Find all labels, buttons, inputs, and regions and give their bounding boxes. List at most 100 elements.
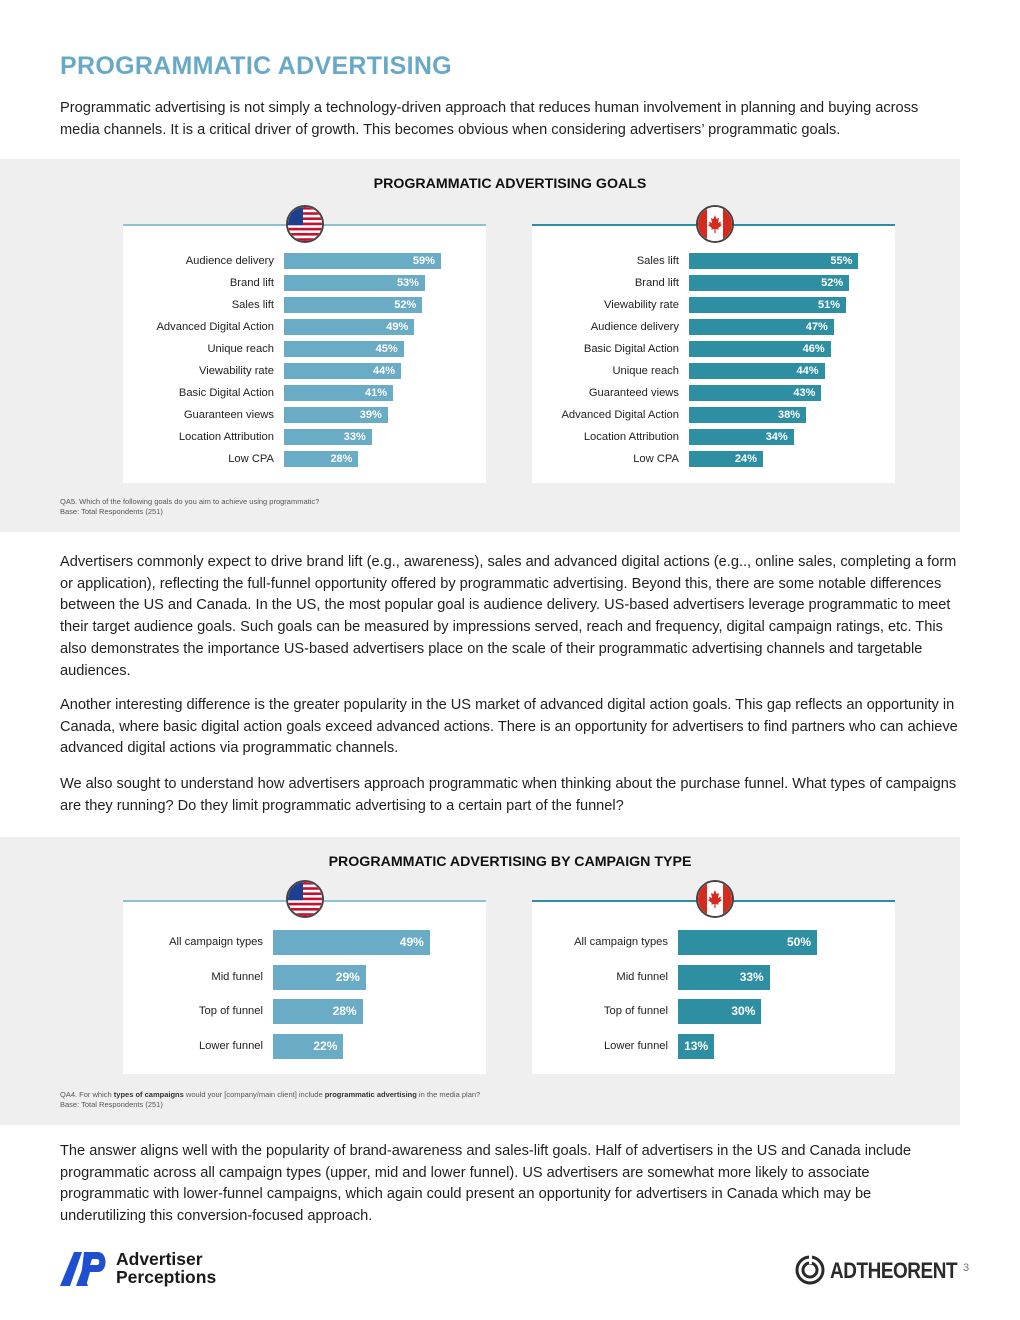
bar-value-label: 52% xyxy=(821,277,844,289)
bar: 24% xyxy=(689,451,763,467)
bar: 28% xyxy=(273,999,363,1024)
bar-label: Unique reach xyxy=(207,342,274,355)
bar-value-label: 33% xyxy=(739,969,764,984)
bar: 33% xyxy=(678,964,770,990)
bar: 46% xyxy=(689,341,831,357)
bar: 43% xyxy=(689,385,822,401)
adtheorent-mark-icon xyxy=(795,1255,825,1285)
body-paragraph-2: Advertisers commonly expect to drive bra… xyxy=(60,554,957,679)
body-paragraph-5: The answer aligns well with the populari… xyxy=(60,1143,911,1225)
bar-label: Viewability rate xyxy=(198,364,274,377)
adtheorent-wordmark: ADTHEORENT xyxy=(830,1258,958,1283)
bar: 39% xyxy=(284,407,388,423)
advertiser-perceptions-logo: Advertiser Perceptions xyxy=(58,1250,228,1288)
bar: 30% xyxy=(678,999,762,1024)
bar-value-label: 24% xyxy=(734,453,757,465)
us-flag-icon xyxy=(286,205,324,243)
goals-base-note: Base: Total Respondents (251) xyxy=(60,507,163,516)
bar: 47% xyxy=(689,319,834,335)
bar: 22% xyxy=(273,1033,344,1059)
body-paragraph-4: We also sought to understand how adverti… xyxy=(60,776,957,814)
adtheorent-logo: ADTHEORENT xyxy=(795,1253,958,1287)
bar-value-label: 49% xyxy=(399,935,424,949)
bar-label: Basic Digital Action xyxy=(178,386,274,399)
bar: 33% xyxy=(284,429,372,445)
bar-value-label: 46% xyxy=(802,343,825,355)
bar-value-label: 55% xyxy=(830,255,853,267)
canada-flag-icon xyxy=(696,205,734,243)
bar: 44% xyxy=(689,363,825,379)
advertiser-perceptions-mark-icon xyxy=(60,1252,106,1286)
bar-value-label: 28% xyxy=(332,1004,357,1018)
bar: 52% xyxy=(689,275,850,291)
bar-value-label: 41% xyxy=(365,387,388,399)
bar-label: Brand lift xyxy=(634,276,679,289)
bar: 29% xyxy=(273,964,366,990)
us-flag-icon xyxy=(286,880,324,918)
bar: 52% xyxy=(284,297,423,313)
bar-label: Guaranteed views xyxy=(588,386,679,399)
campaign-panel-title: PROGRAMMATIC ADVERTISING BY CAMPAIGN TYP… xyxy=(328,854,692,870)
bar-label: Viewability rate xyxy=(603,298,679,311)
canada-flag-icon xyxy=(696,880,734,918)
bar-label: Top of funnel xyxy=(603,1005,668,1017)
bar-label: Mid funnel xyxy=(616,970,668,983)
bar-label: Location Attribution xyxy=(583,430,679,443)
bar-value-label: 47% xyxy=(805,321,828,333)
bar-label: Advanced Digital Action xyxy=(156,320,274,333)
bar: 51% xyxy=(689,297,847,313)
bar: 49% xyxy=(284,319,415,335)
bar-value-label: 30% xyxy=(731,1004,756,1018)
body-paragraph-3: Another interesting difference is the gr… xyxy=(60,697,958,757)
logo-line-2: Perceptions xyxy=(116,1267,217,1287)
bar-value-label: 59% xyxy=(412,255,435,267)
bar-label: Audience delivery xyxy=(590,320,679,333)
bar: 44% xyxy=(284,363,402,379)
bar-label: Audience delivery xyxy=(185,254,274,267)
bar-value-label: 49% xyxy=(386,321,409,333)
intro-paragraph: Programmatic advertising is not simply a… xyxy=(60,100,919,138)
bar-value-label: 44% xyxy=(373,365,396,377)
bar-label: Low CPA xyxy=(633,452,679,465)
bar-label: Guaranteen views xyxy=(183,408,274,421)
bar-value-label: 43% xyxy=(793,387,816,399)
bar-value-label: 33% xyxy=(343,431,366,443)
bar: 50% xyxy=(678,930,817,955)
bar-value-label: 28% xyxy=(330,453,353,465)
bar-label: Location Attribution xyxy=(178,430,274,443)
goals-question-note: QA5. Which of the following goals do you… xyxy=(60,497,320,506)
bar-label: Low CPA xyxy=(228,452,274,465)
bar-value-label: 45% xyxy=(375,343,398,355)
bar: 38% xyxy=(689,407,807,423)
bar-label: Lower funnel xyxy=(603,1039,668,1052)
bar-value-label: 29% xyxy=(335,969,360,984)
campaign-question-note: QA4. For which types of campaigns would … xyxy=(60,1090,481,1099)
bar: 45% xyxy=(284,341,404,357)
bar-label: Unique reach xyxy=(612,364,679,377)
bar: 41% xyxy=(284,385,394,401)
bar-label: Lower funnel xyxy=(198,1039,263,1052)
campaign-base-note: Base: Total Respondents (251) xyxy=(60,1100,163,1109)
bar: 59% xyxy=(284,253,441,269)
bar-value-label: 39% xyxy=(359,409,382,421)
bar-label: Advanced Digital Action xyxy=(561,408,679,421)
bar-value-label: 13% xyxy=(684,1038,709,1053)
bar: 34% xyxy=(689,429,794,445)
bar-label: Basic Digital Action xyxy=(583,342,679,355)
bar-value-label: 51% xyxy=(818,299,841,311)
bar-label: All campaign types xyxy=(169,936,263,948)
bar-label: Sales lift xyxy=(231,298,274,311)
bar: 49% xyxy=(273,930,430,955)
bar-value-label: 50% xyxy=(786,935,811,949)
bar-label: Mid funnel xyxy=(211,970,263,983)
bar-label: Top of funnel xyxy=(198,1005,263,1017)
page-title: PROGRAMMATIC ADVERTISING xyxy=(60,52,452,80)
goals-panel-title: PROGRAMMATIC ADVERTISING GOALS xyxy=(373,176,647,192)
bar-value-label: 53% xyxy=(396,277,419,289)
logo-line-1: Advertiser xyxy=(116,1249,203,1269)
bar-label: All campaign types xyxy=(574,936,668,948)
bar-label: Brand lift xyxy=(229,276,274,289)
bar: 53% xyxy=(284,275,425,291)
bar-value-label: 34% xyxy=(765,431,788,443)
bar: 13% xyxy=(678,1033,715,1059)
